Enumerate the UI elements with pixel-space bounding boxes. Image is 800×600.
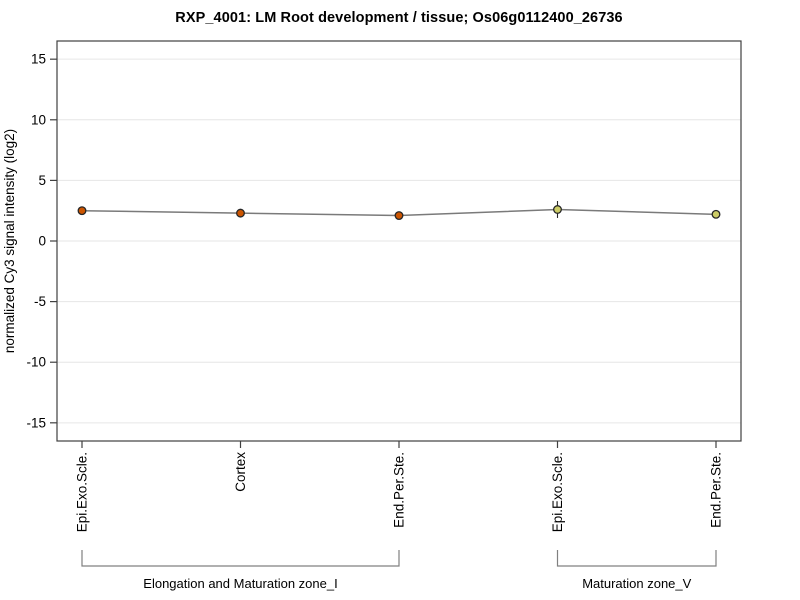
x-tick-label: End.Per.Ste. bbox=[392, 452, 407, 528]
group-bracket bbox=[81, 550, 400, 567]
x-tick-label: Cortex bbox=[233, 452, 248, 492]
plot-group: 15 10 5 0 -5 -10 -15 Epi.Exo.Scle. Cortex End.Per… bbox=[26, 40, 742, 591]
x-tick-label: Epi.Exo.Scle. bbox=[550, 452, 565, 532]
group-label: Elongation and Maturation zone_I bbox=[143, 576, 337, 591]
y-axis-label: normalized Cy3 signal intensity (log2) bbox=[2, 129, 17, 353]
data-point bbox=[553, 205, 562, 214]
y-tick-label: 5 bbox=[38, 173, 46, 188]
y-tick-label: -10 bbox=[26, 355, 46, 370]
x-tick-label: End.Per.Ste. bbox=[709, 452, 724, 528]
data-point bbox=[77, 206, 87, 216]
y-tick-label: -5 bbox=[34, 294, 46, 309]
group-label: Maturation zone_V bbox=[582, 576, 691, 591]
data-point bbox=[236, 208, 245, 218]
y-tick-label: 15 bbox=[31, 52, 46, 67]
x-tick-label: Epi.Exo.Scle. bbox=[75, 452, 90, 532]
group-bracket bbox=[556, 550, 717, 567]
data-point bbox=[711, 209, 721, 219]
y-tick-label: -15 bbox=[26, 415, 46, 430]
data-point bbox=[394, 211, 404, 220]
y-tick-label: 10 bbox=[31, 112, 46, 127]
y-tick-label: 0 bbox=[38, 234, 46, 249]
chart-title: RXP_4001: LM Root development / tissue; … bbox=[175, 10, 623, 26]
